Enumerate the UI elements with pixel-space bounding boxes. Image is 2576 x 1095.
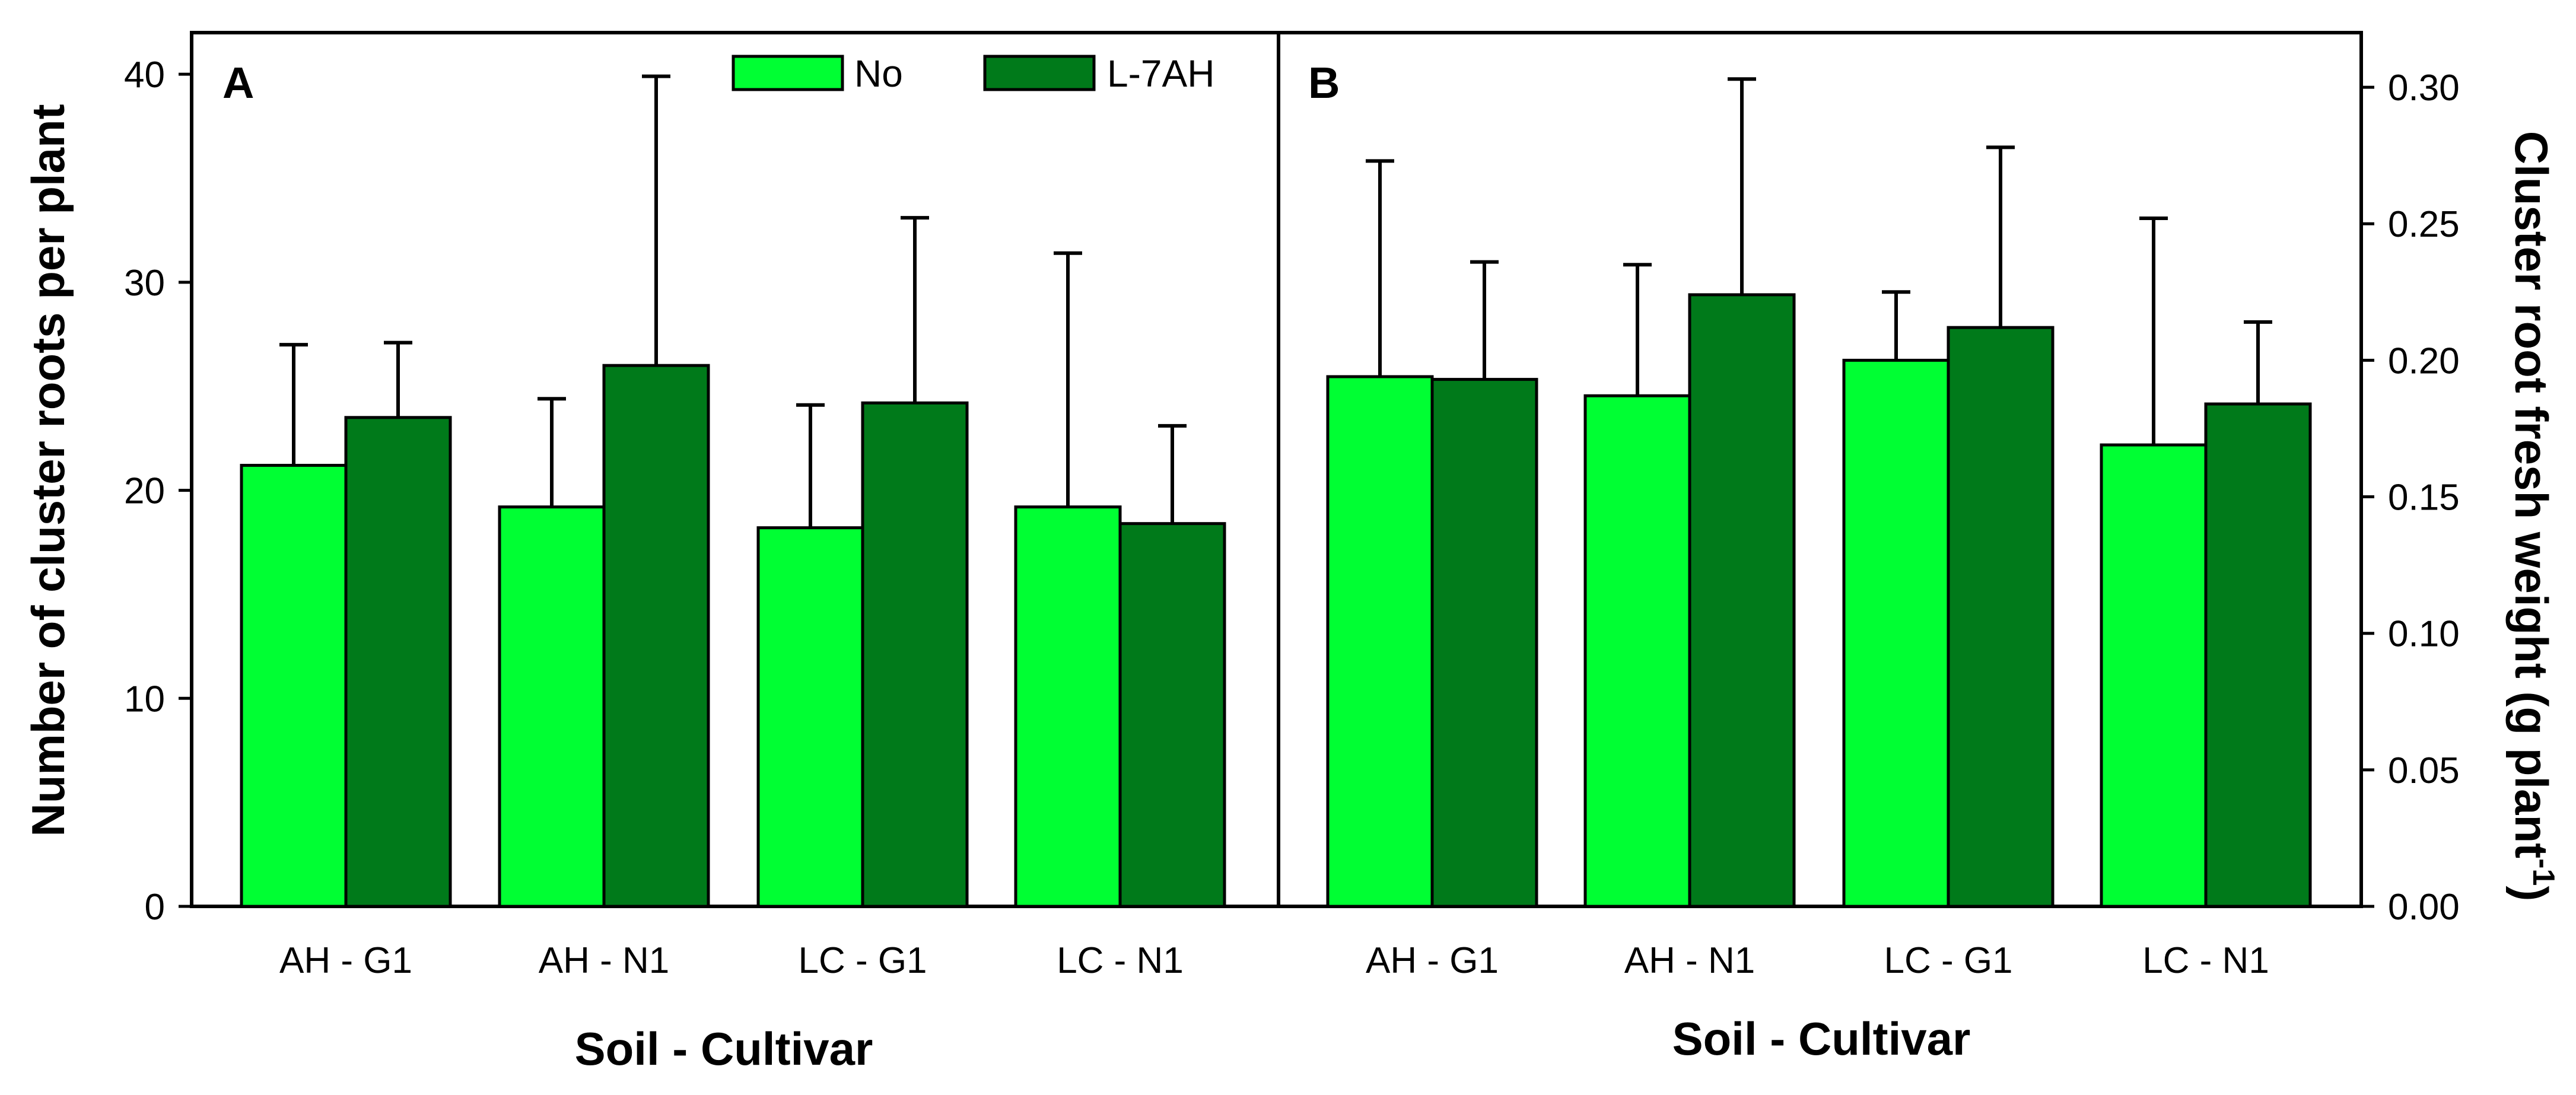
panel-a-y-ticks: 0 10 20 30 40 — [124, 55, 192, 928]
bar-a-lc-g1-l-7ah — [861, 401, 969, 908]
x-tick-label-b-2: LC - G1 — [1884, 940, 2012, 981]
y-tick-label-b-3: 0.15 — [2388, 478, 2460, 518]
bar-a-ah-n1-l-7ah — [602, 364, 710, 908]
legend-swatch-l7ah — [983, 55, 1096, 91]
panel-b-frame — [1277, 31, 2363, 908]
panel-label-b: B — [1308, 58, 1340, 107]
bar-b-lc-g1-no — [1842, 358, 1950, 908]
x-tick-label-a-0: AH - G1 — [279, 940, 412, 981]
bar-b-lc-n1-no — [2100, 443, 2208, 908]
x-tick-label-b-0: AH - G1 — [1366, 940, 1499, 981]
y-axis-title-right: Cluster root fresh weight (g plant-1) — [2505, 131, 2561, 902]
y-tick-label-b-1: 0.05 — [2388, 750, 2460, 791]
legend-swatch-no — [732, 55, 844, 91]
bar-b-ah-n1-no — [1583, 394, 1691, 908]
x-tick-label-a-2: LC - G1 — [798, 940, 927, 981]
legend-label-no: No — [854, 52, 903, 95]
y-tick-label-b-5: 0.25 — [2388, 204, 2460, 245]
y-tick-label-a-0: 0 — [145, 887, 165, 928]
y-axis-title-right-main: Cluster root fresh weight (g plant — [2505, 131, 2558, 858]
legend: No L-7AH — [732, 52, 1214, 95]
bar-b-ah-g1-no — [1326, 375, 1434, 908]
bar-a-ah-g1-no — [240, 463, 348, 908]
y-axis-title-right-close: ) — [2505, 886, 2558, 901]
y-tick-label-b-4: 0.20 — [2388, 340, 2460, 381]
bar-b-ah-g1-l-7ah — [1430, 378, 1538, 908]
y-tick-label-a-3: 30 — [124, 263, 165, 304]
x-tick-label-b-3: LC - N1 — [2142, 940, 2269, 981]
panel-b-bars — [1326, 77, 2312, 908]
bar-b-lc-n1-l-7ah — [2204, 402, 2312, 908]
legend-label-l7ah: L-7AH — [1107, 52, 1214, 95]
bar-a-lc-n1-l-7ah — [1118, 522, 1226, 908]
y-tick-label-b-0: 0.00 — [2388, 887, 2460, 928]
bar-a-lc-g1-no — [756, 526, 864, 908]
x-tick-label-a-3: LC - N1 — [1057, 940, 1184, 981]
y-tick-label-b-2: 0.10 — [2388, 614, 2460, 655]
y-axis-title-right-superscript: -1 — [2526, 858, 2561, 886]
x-axis-title-b: Soil - Cultivar — [1672, 1013, 1971, 1065]
y-tick-label-a-1: 10 — [124, 679, 165, 720]
x-axis-title-a: Soil - Cultivar — [575, 1023, 873, 1075]
bar-a-ah-n1-no — [498, 505, 606, 908]
x-tick-label-b-1: AH - N1 — [1624, 940, 1755, 981]
bar-a-lc-n1-no — [1014, 505, 1122, 908]
bar-b-lc-g1-l-7ah — [1947, 326, 2055, 908]
y-tick-label-a-4: 40 — [124, 55, 165, 96]
y-axis-title-left: Number of cluster roots per plant — [22, 104, 74, 836]
bar-b-ah-n1-l-7ah — [1688, 293, 1796, 908]
x-tick-label-a-1: AH - N1 — [539, 940, 669, 981]
y-tick-label-a-2: 20 — [124, 471, 165, 512]
panel-b-y-ticks: 0.00 0.05 0.10 0.15 0.20 0.25 0.30 — [2361, 68, 2460, 928]
bar-a-ah-g1-l-7ah — [344, 416, 452, 908]
y-tick-label-b-6: 0.30 — [2388, 68, 2460, 109]
x-tick-labels: AH - G1 AH - N1 LC - G1 LC - N1 AH - G1 AH - … — [279, 940, 2269, 981]
panel-label-a: A — [222, 58, 254, 107]
panel-a-bars — [240, 74, 1226, 908]
